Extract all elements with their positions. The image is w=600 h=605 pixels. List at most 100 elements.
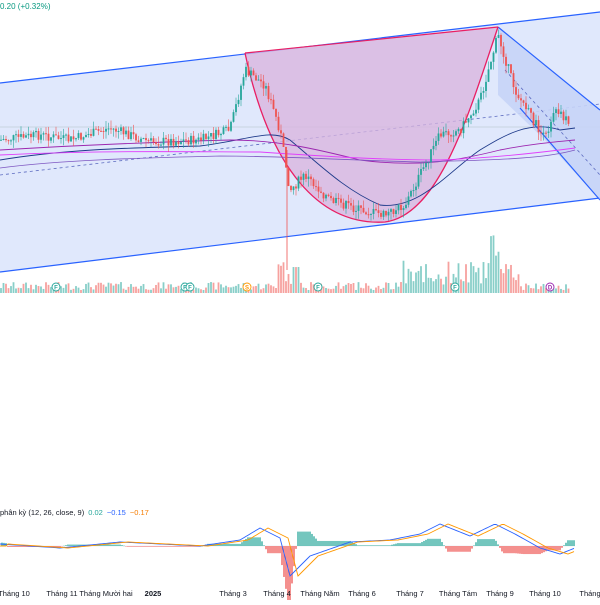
volume-bar (17, 287, 20, 293)
volume-bar (307, 289, 310, 293)
macd-histogram-bar (301, 531, 303, 546)
macd-histogram-bar (183, 546, 185, 547)
macd-histogram-bar (175, 546, 177, 547)
macd-histogram-bar (225, 543, 227, 546)
macd-histogram-bar (423, 540, 425, 546)
time-axis[interactable]: Tháng 10 Tháng 11 Tháng Mười hai 2025 Th… (0, 587, 600, 600)
price-candle (32, 132, 35, 138)
volume-bar (155, 284, 157, 293)
macd-histogram-bar (447, 546, 449, 552)
price-candle (475, 109, 477, 114)
volume-bar (65, 284, 67, 293)
macd-histogram-bar (79, 544, 81, 546)
macd-histogram-bar (173, 546, 175, 547)
price-candle (315, 186, 317, 188)
volume-bar (495, 255, 497, 293)
volume-bar (2, 282, 5, 293)
volume-bar (30, 284, 32, 293)
volume-bar (302, 287, 305, 293)
macd-histogram-bar (405, 543, 407, 546)
volume-bar (305, 288, 307, 293)
price-candle (87, 133, 90, 135)
macd-histogram-bar (115, 544, 117, 546)
volume-bar (267, 283, 270, 293)
macd-histogram-bar (375, 545, 377, 546)
macd-histogram-bar (491, 539, 493, 546)
macd-histogram-bar (255, 537, 257, 546)
volume-bar (200, 289, 202, 293)
price-candle (317, 186, 320, 192)
price-candle (382, 210, 385, 217)
macd-histogram-bar (387, 545, 389, 546)
macd-histogram-bar (417, 543, 419, 546)
price-candle (257, 79, 260, 81)
macd-histogram-bar (521, 546, 523, 554)
price-candle (80, 133, 82, 140)
volume-bar (532, 288, 535, 293)
volume-bar (120, 282, 122, 293)
volume-bar (517, 274, 520, 293)
volume-bar (515, 280, 517, 293)
price-candle (447, 131, 450, 136)
price-candle (115, 128, 117, 132)
price-candle (137, 140, 140, 142)
volume-bar (117, 284, 120, 293)
macd-histogram-bar (29, 546, 31, 547)
price-candle (512, 73, 515, 88)
macd-histogram-bar (285, 546, 287, 589)
volume-bar (372, 289, 375, 293)
macd-histogram-bar (535, 546, 537, 555)
price-candle (125, 130, 127, 135)
macd-histogram-bar (347, 540, 349, 546)
event-circle-icon (242, 282, 252, 292)
macd-histogram-bar (389, 545, 391, 546)
macd-histogram-bar (149, 546, 151, 547)
macd-histogram-bar (365, 545, 367, 546)
price-candle (562, 111, 565, 121)
macd-histogram-bar (219, 543, 221, 546)
price-candle (505, 56, 507, 66)
volume-bar (12, 282, 15, 293)
macd-histogram-bar (53, 546, 55, 547)
price-candle (465, 121, 467, 123)
macd-histogram-bar (307, 531, 309, 546)
volume-bar (475, 272, 477, 293)
macd-histogram-bar (349, 540, 351, 546)
price-candle (222, 127, 225, 134)
macd-histogram-bar (403, 543, 405, 546)
volume-bar (5, 283, 7, 293)
macd-histogram-bar (517, 546, 519, 554)
macd-histogram-bar (325, 540, 327, 546)
volume-bar (210, 282, 212, 293)
volume-bar (370, 288, 372, 293)
price-candle (330, 195, 332, 199)
macd-histogram-bar (275, 546, 277, 554)
macd-histogram-bar (515, 546, 517, 554)
price-candle (52, 134, 55, 138)
price-candle (267, 86, 270, 100)
price-candle (102, 130, 105, 132)
macd-histogram-bar (497, 544, 499, 546)
volume-bar (497, 251, 500, 293)
volume-bar (337, 282, 340, 293)
price-candle (495, 37, 497, 53)
volume-bar (135, 286, 137, 293)
volume-bar (520, 286, 522, 293)
price-candle (340, 198, 342, 203)
volume-bar (437, 274, 440, 293)
volume-bar (262, 288, 265, 293)
event-letter: F (183, 286, 187, 292)
macd-histogram-bar (551, 546, 553, 551)
x-tick-label: Tháng Mười hai (79, 589, 133, 598)
price-candle (305, 173, 307, 179)
price-candle (200, 137, 202, 141)
volume-bar (295, 267, 297, 293)
macd-histogram-bar (343, 540, 345, 546)
event-marker-dividend: F (185, 282, 195, 292)
volume-bar (212, 282, 215, 293)
macd-histogram-bar (23, 546, 25, 547)
macd-hist-value: 0.02 (88, 508, 103, 517)
macd-histogram-bar (7, 546, 9, 547)
